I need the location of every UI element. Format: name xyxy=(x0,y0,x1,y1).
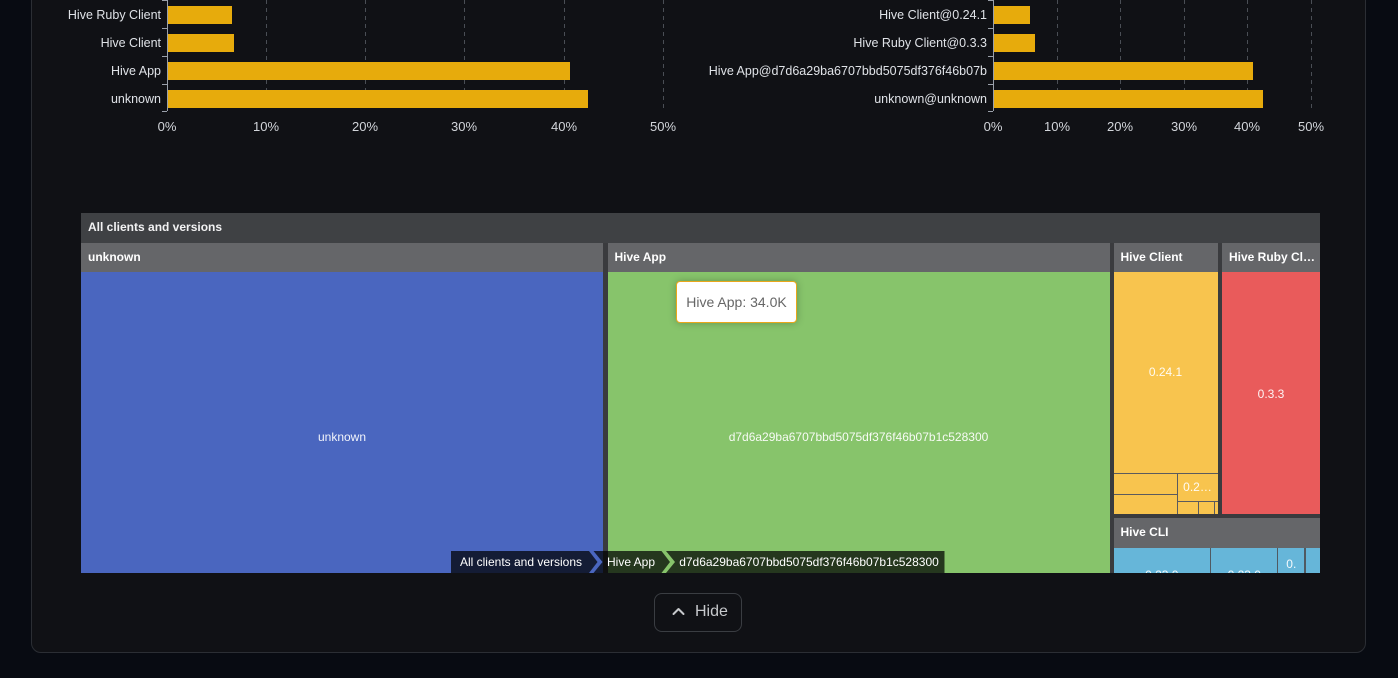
svg-text:All clients and versions: All clients and versions xyxy=(460,555,582,569)
svg-text:Hive App: Hive App xyxy=(607,555,655,569)
svg-text:d7d6a29ba6707bbd5075df376f46b0: d7d6a29ba6707bbd5075df376f46b07b1c528300 xyxy=(679,555,939,569)
